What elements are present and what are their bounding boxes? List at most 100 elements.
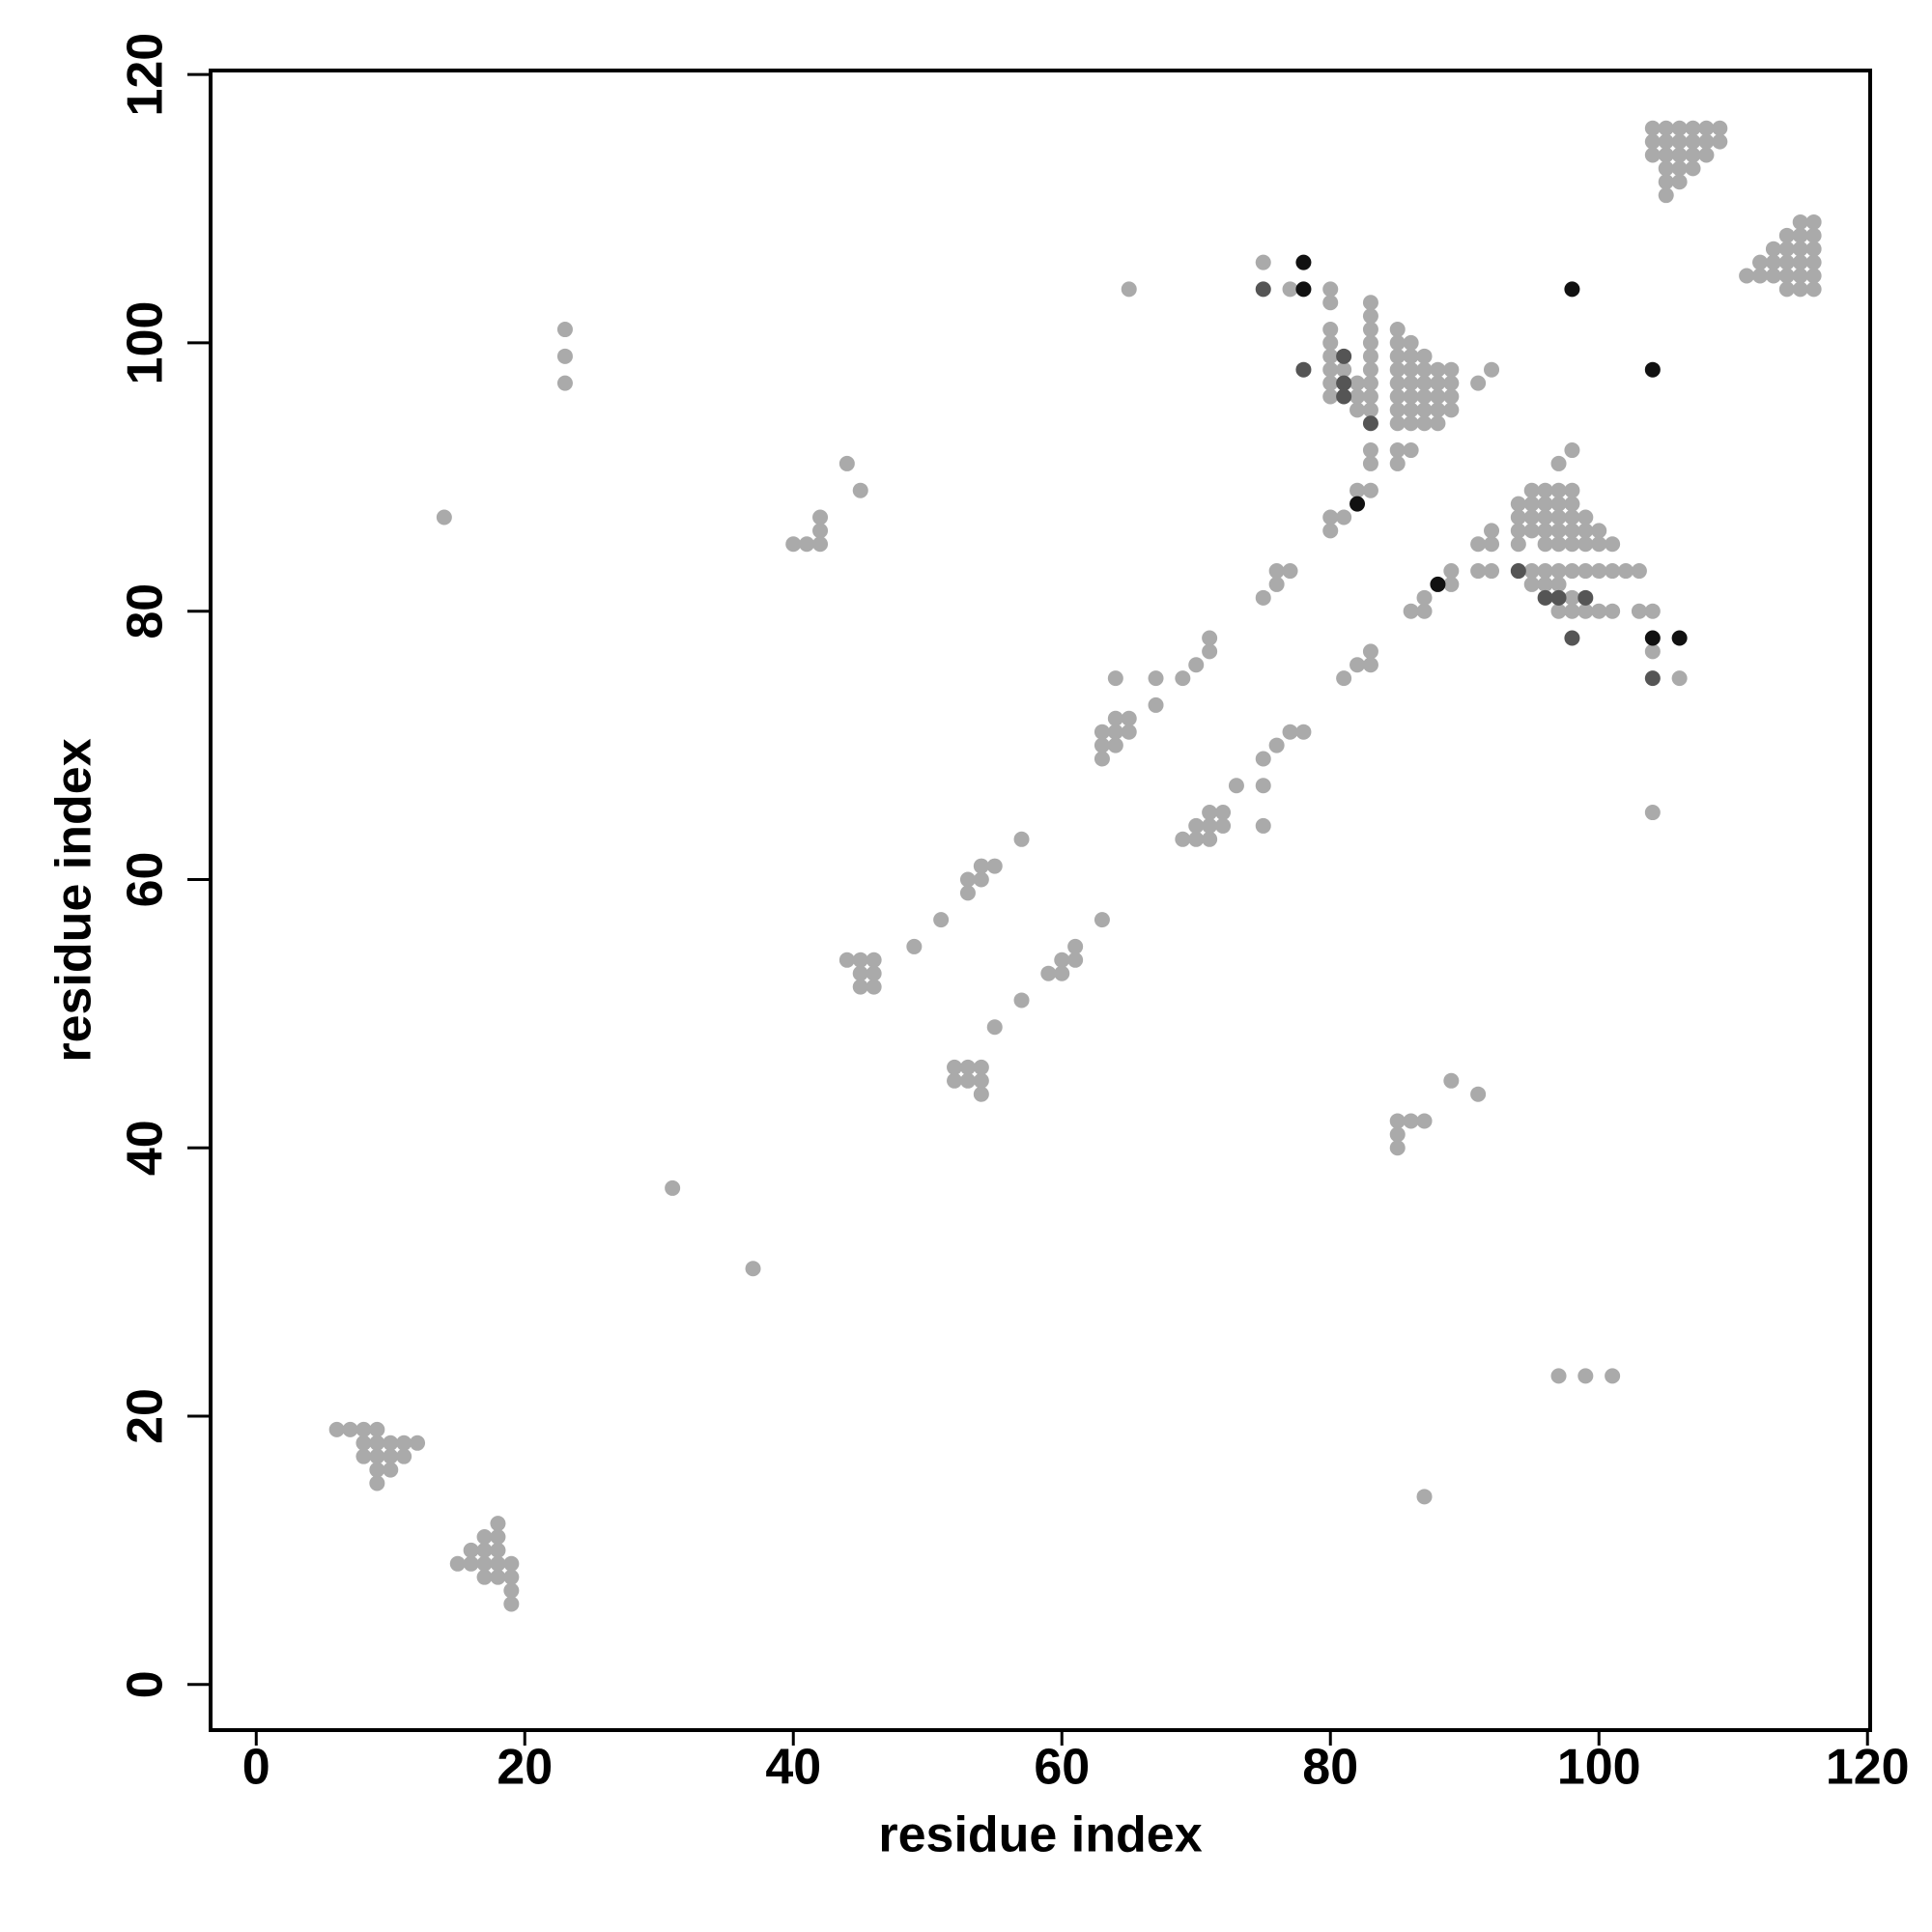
point — [1671, 160, 1688, 177]
x-tick-label: 60 — [1034, 1740, 1090, 1796]
point — [1805, 227, 1822, 243]
point — [1577, 589, 1594, 606]
point — [1564, 630, 1580, 646]
point — [1443, 1072, 1460, 1089]
point — [1389, 334, 1406, 351]
point — [1443, 388, 1460, 405]
point — [1416, 1113, 1433, 1129]
point — [1523, 482, 1540, 498]
point — [1362, 442, 1378, 459]
point — [1389, 415, 1406, 432]
point — [369, 1435, 385, 1451]
point — [1484, 536, 1500, 553]
point — [1698, 133, 1715, 150]
point — [1322, 295, 1339, 311]
point — [1564, 563, 1580, 580]
point — [1416, 375, 1433, 391]
point — [490, 1569, 506, 1585]
point — [812, 509, 829, 526]
y-tick-label: 80 — [118, 583, 174, 639]
point — [1564, 496, 1580, 512]
point — [1362, 455, 1378, 471]
point — [1550, 1368, 1567, 1384]
point — [1362, 348, 1378, 364]
point — [1510, 523, 1526, 539]
point — [866, 979, 882, 995]
x-axis-label: residue index — [878, 1807, 1202, 1863]
point — [852, 952, 868, 968]
point — [1322, 375, 1339, 391]
x-tick-label: 100 — [1557, 1740, 1641, 1796]
point — [1362, 295, 1378, 311]
point — [1350, 388, 1366, 405]
point — [812, 536, 829, 553]
point — [1765, 241, 1781, 257]
point — [1577, 523, 1594, 539]
x-tick-label: 20 — [497, 1740, 553, 1796]
point — [1121, 281, 1137, 298]
point — [1805, 213, 1822, 230]
point — [1631, 603, 1647, 619]
point — [1268, 737, 1285, 753]
point — [1067, 938, 1084, 954]
point — [799, 536, 815, 553]
point — [1537, 482, 1553, 498]
point — [852, 979, 868, 995]
point — [1067, 952, 1084, 968]
point — [1416, 402, 1433, 418]
point — [1282, 281, 1298, 298]
point — [463, 1555, 479, 1572]
y-tick-label: 120 — [118, 33, 174, 117]
point — [1591, 603, 1607, 619]
point — [1350, 657, 1366, 673]
point — [1389, 361, 1406, 378]
point — [1148, 670, 1164, 687]
point — [449, 1555, 466, 1572]
point — [1013, 831, 1030, 847]
point — [1550, 563, 1567, 580]
point — [1107, 710, 1123, 726]
point — [1550, 523, 1567, 539]
point — [1550, 576, 1567, 592]
point — [1658, 160, 1674, 177]
point — [1054, 965, 1070, 981]
point — [1403, 375, 1419, 391]
point — [355, 1421, 372, 1437]
point — [1362, 415, 1378, 432]
point — [1430, 361, 1446, 378]
point — [1322, 348, 1339, 364]
point — [355, 1435, 372, 1451]
point — [1403, 334, 1419, 351]
point — [1336, 670, 1352, 687]
point — [1550, 603, 1567, 619]
point — [1564, 523, 1580, 539]
point — [1752, 268, 1769, 284]
point — [1215, 817, 1232, 834]
point — [1523, 509, 1540, 526]
y-tick-label: 60 — [118, 852, 174, 908]
x-tick-label: 120 — [1826, 1740, 1910, 1796]
point — [503, 1596, 520, 1612]
point — [1671, 174, 1688, 190]
point — [933, 912, 950, 928]
point — [436, 509, 452, 526]
point — [959, 1072, 976, 1089]
point — [476, 1569, 493, 1585]
point — [1685, 120, 1701, 136]
point — [959, 1059, 976, 1075]
point — [1416, 415, 1433, 432]
point — [1389, 388, 1406, 405]
point — [1510, 563, 1526, 580]
point — [1550, 496, 1567, 512]
point — [1671, 630, 1688, 646]
point — [1416, 603, 1433, 619]
point — [1537, 496, 1553, 512]
x-tick-label: 80 — [1302, 1740, 1358, 1796]
point — [1336, 388, 1352, 405]
point — [1778, 281, 1795, 298]
point — [1416, 1489, 1433, 1505]
point — [1040, 965, 1057, 981]
point — [369, 1448, 385, 1464]
point — [1013, 992, 1030, 1009]
point — [1644, 147, 1661, 163]
